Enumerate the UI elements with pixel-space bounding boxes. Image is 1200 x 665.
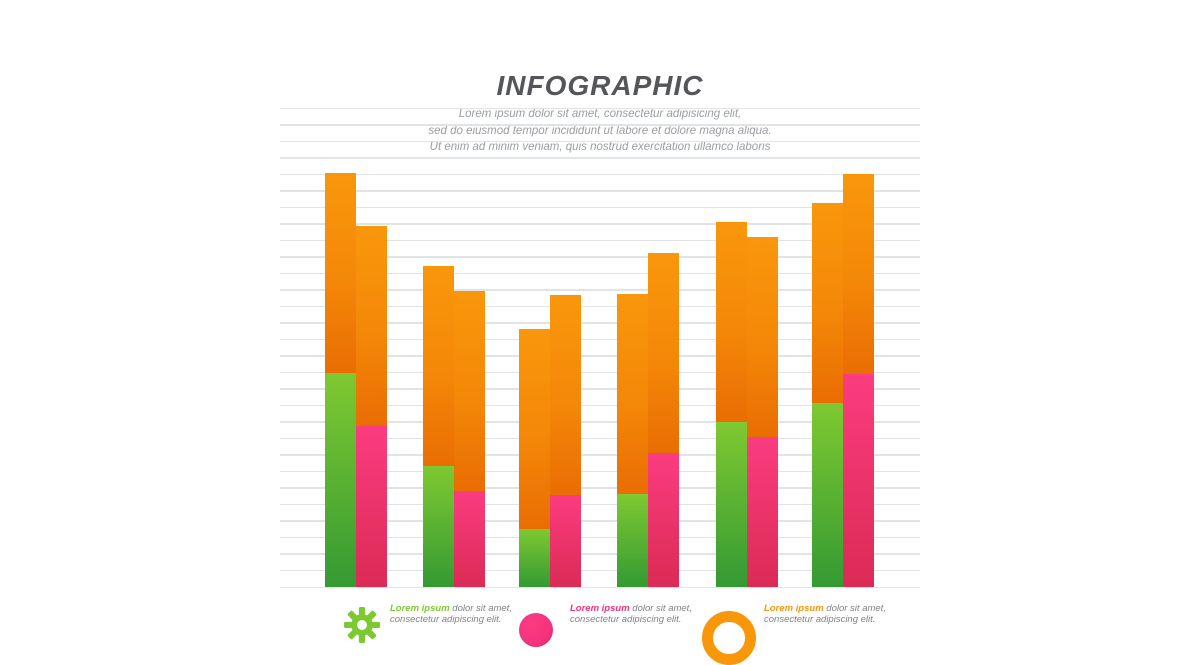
bar-segment-green <box>325 372 356 587</box>
gridline <box>280 355 920 357</box>
circle-icon <box>519 613 553 647</box>
legend-item-1: Lorem ipsum dolor sit amet, consectetur … <box>390 603 540 625</box>
gridline <box>280 256 920 258</box>
bar-segment-orange <box>842 173 874 374</box>
bar-segment-green <box>716 421 747 587</box>
bar-segment-orange <box>519 328 551 529</box>
bar-segment-green <box>423 465 455 587</box>
gridline <box>280 454 920 456</box>
bar-group-2-right-column <box>454 290 485 587</box>
bar-segment-orange <box>716 221 747 422</box>
legend-item-2: Lorem ipsum dolor sit amet, consectetur … <box>570 603 720 625</box>
legend-item-3-title: Lorem ipsum <box>764 603 824 614</box>
gridline <box>280 437 920 440</box>
bar-segment-orange <box>325 172 356 373</box>
bar-group-2-left-column <box>423 265 455 587</box>
bar-segment-orange <box>550 294 581 495</box>
gridline <box>280 421 920 423</box>
gridline <box>280 586 920 588</box>
bar-group-3-right-column <box>550 294 581 587</box>
infographic-page: INFOGRAPHIC Lorem ipsum dolor sit amet, … <box>280 70 920 665</box>
bar-group-4-right-column <box>647 252 679 587</box>
gridline <box>280 239 920 242</box>
bar-group-5-right-column <box>746 236 778 587</box>
legend-item-1-title: Lorem ipsum <box>390 603 450 614</box>
ring-icon <box>702 611 756 665</box>
legend-item-1-text2: consectetur adipiscing elit. <box>390 614 502 625</box>
gridline <box>280 305 920 308</box>
legend-item-2-text: dolor sit amet, <box>629 603 692 614</box>
bar-segment-orange <box>423 265 455 466</box>
bar-segment-green <box>617 493 648 587</box>
gridline <box>280 338 920 341</box>
bar-segment-green <box>812 402 843 587</box>
bar-segment-orange <box>746 236 778 437</box>
gridline <box>280 520 920 522</box>
bar-segment-orange <box>454 290 485 491</box>
bar-group-4-left-column <box>617 293 648 587</box>
legend-item-3-text2: consectetur adipiscing elit. <box>764 614 876 625</box>
legend-item-2-title: Lorem ipsum <box>570 603 630 614</box>
gridline <box>280 157 920 159</box>
bar-segment-pink <box>454 490 485 587</box>
subtitle-line-2: sed do eiusmod tempor incididunt ut labo… <box>428 124 772 137</box>
gridline <box>280 536 920 539</box>
bar-group-3-left-column <box>519 328 551 587</box>
bar-segment-green <box>519 528 551 587</box>
bar-segment-orange <box>617 293 648 494</box>
gridline <box>280 272 920 275</box>
legend-item-3: Lorem ipsum dolor sit amet, consectetur … <box>764 603 914 625</box>
bar-segment-pink <box>842 373 874 587</box>
bar-segment-pink <box>355 425 387 587</box>
bar-group-6-right-column <box>842 173 874 587</box>
gridline <box>280 289 920 291</box>
legend-item-3-text: dolor sit amet, <box>823 603 886 614</box>
bar-group-6-left-column <box>812 202 843 587</box>
legend-item-2-text2: consectetur adipiscing elit. <box>570 614 682 625</box>
bar-segment-orange <box>812 202 843 403</box>
gridline <box>280 322 920 324</box>
legend-item-1-text: dolor sit amet, <box>449 603 512 614</box>
page-title: INFOGRAPHIC <box>496 70 704 101</box>
gridline <box>280 206 920 209</box>
bar-group-1-right-column <box>355 225 387 587</box>
gear-icon <box>344 607 380 648</box>
gridline <box>280 470 920 473</box>
subtitle: Lorem ipsum dolor sit amet, consectetur … <box>280 106 920 156</box>
gridline <box>280 140 920 143</box>
gridline <box>280 190 920 192</box>
gridline <box>280 107 920 109</box>
bar-segment-pink <box>647 452 679 587</box>
bar-segment-orange <box>355 225 387 426</box>
gridline <box>280 404 920 407</box>
gridline <box>280 173 920 176</box>
gridline <box>280 124 920 126</box>
gridline <box>280 388 920 390</box>
bar-group-1-left-column <box>325 172 356 587</box>
gridline <box>280 371 920 374</box>
gridline <box>280 553 920 555</box>
subtitle-line-3: Ut enim ad minim veniam, quis nostrud ex… <box>429 141 771 153</box>
bar-segment-pink <box>746 436 778 587</box>
gridline <box>280 503 920 506</box>
bar-group-5-left-column <box>716 221 747 587</box>
gridline <box>280 487 920 489</box>
gridline <box>280 569 920 572</box>
bar-segment-pink <box>550 494 581 587</box>
subtitle-line-1: Lorem ipsum dolor sit amet, consectetur … <box>458 108 742 120</box>
gridline <box>280 223 920 225</box>
bar-segment-orange <box>647 252 679 453</box>
